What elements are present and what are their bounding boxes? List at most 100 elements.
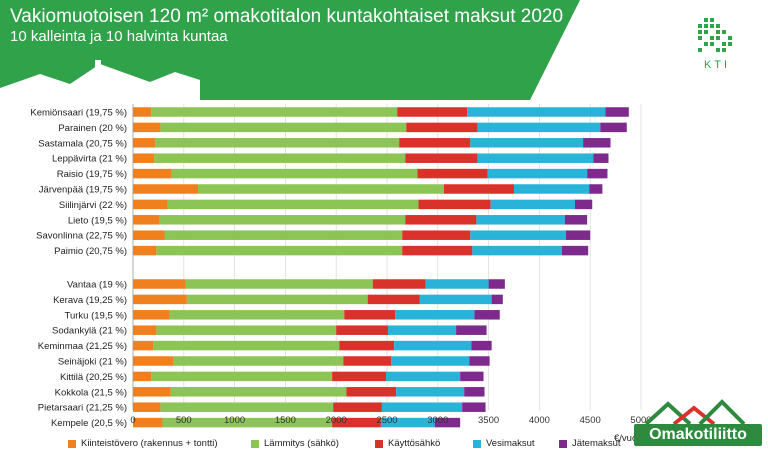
bar-segment-vesimaksut — [381, 402, 463, 412]
bar-segment-käyttösähkö — [418, 199, 491, 210]
bar-segment-vesimaksut — [388, 325, 457, 335]
legend-swatch — [68, 439, 76, 448]
x-tick-label: 1000 — [224, 415, 245, 426]
bar-segment-kiinteistövero — [133, 168, 172, 179]
bar-segment-jätemaksut — [564, 215, 588, 225]
legend-swatch — [375, 439, 383, 448]
bar-segment-lämmitys — [156, 325, 337, 335]
legend-item: Jätemaksut — [559, 438, 621, 449]
bar-segment-lämmitys — [185, 279, 373, 289]
x-tick-label: 0 — [130, 415, 135, 426]
bar-segment-jätemaksut — [460, 371, 484, 382]
bar-segment-jätemaksut — [456, 325, 487, 335]
omakotiliitto-roofs-icon — [644, 399, 746, 426]
bar-segment-kiinteistövero — [133, 325, 157, 335]
bar-segment-lämmitys — [162, 417, 333, 428]
category-label: Raisio (19,75 %) — [57, 169, 127, 180]
bar-segment-vesimaksut — [395, 310, 475, 320]
bar-segment-käyttösähkö — [344, 310, 396, 320]
category-label: Vantaa (19 %) — [67, 280, 127, 291]
category-label: Parainen (20 %) — [58, 123, 127, 134]
bar-segment-vesimaksut — [394, 340, 472, 351]
bar-segments — [133, 107, 629, 428]
bar-segment-lämmitys — [160, 402, 334, 412]
bar-segment-kiinteistövero — [133, 310, 170, 320]
bar-segment-käyttösähkö — [402, 230, 471, 240]
legend-item: Käyttösähkö — [375, 438, 440, 449]
kti-logo: KTI — [698, 18, 732, 71]
bar-segment-kiinteistövero — [133, 107, 152, 117]
bar-segment-vesimaksut — [467, 107, 606, 117]
bar-segment-käyttösähkö — [372, 279, 426, 289]
x-tick-label: 4500 — [580, 415, 601, 426]
bar-segment-kiinteistövero — [133, 184, 199, 194]
header-banner: Vakiomuotoisen 120 m² omakotitalon kunta… — [0, 0, 768, 100]
bar-segment-kiinteistövero — [133, 153, 155, 163]
bar-segment-jätemaksut — [600, 122, 627, 133]
bar-segment-käyttösähkö — [333, 402, 382, 412]
bar-segment-käyttösähkö — [336, 325, 389, 335]
bar-segment-vesimaksut — [470, 230, 566, 240]
bar-segment-käyttösähkö — [332, 371, 386, 382]
bar-segment-kiinteistövero — [133, 417, 163, 428]
bar-segment-vesimaksut — [472, 245, 562, 256]
category-labels: Kemiönsaari (19,75 %) Parainen (20 %) Sast… — [30, 108, 127, 430]
bar-segment-lämmitys — [154, 153, 406, 163]
x-tick-label: 5000 — [630, 415, 651, 426]
category-label: Kempele (20,5 %) — [51, 418, 127, 429]
bar-segment-lämmitys — [171, 168, 418, 179]
bar-segment-vesimaksut — [391, 356, 470, 366]
bar-segment-jätemaksut — [565, 230, 591, 240]
bar-segment-vesimaksut — [396, 387, 465, 397]
bar-segment-käyttösähkö — [332, 417, 381, 428]
category-label: Savonlinna (22,75 %) — [36, 231, 127, 242]
bar-segment-lämmitys — [153, 340, 340, 351]
x-axis-unit: €/vuosi — [614, 433, 645, 444]
legend-item: Lämmitys (sähkö) — [251, 438, 339, 449]
legend-item: Vesimaksut — [473, 438, 535, 449]
bar-segment-käyttösähkö — [405, 153, 478, 163]
bar-segment-kiinteistövero — [133, 402, 161, 412]
bar-segment-kiinteistövero — [133, 230, 165, 240]
bar-segment-kiinteistövero — [133, 245, 157, 256]
category-label: Kerava (19,25 %) — [53, 295, 127, 306]
bar-segment-lämmitys — [169, 310, 345, 320]
bar-segment-jätemaksut — [583, 138, 611, 148]
bar-segment-vesimaksut — [477, 122, 601, 133]
bar-segment-kiinteistövero — [133, 340, 154, 351]
category-label: Kemiönsaari (19,75 %) — [30, 108, 127, 119]
legend-label: Käyttösähkö — [388, 438, 441, 449]
bar-segment-lämmitys — [160, 122, 407, 133]
bar-segment-jätemaksut — [561, 245, 589, 256]
bar-segment-vesimaksut — [514, 184, 590, 194]
x-tick-label: 1500 — [275, 415, 296, 426]
bar-segment-jätemaksut — [488, 279, 505, 289]
category-label: Leppävirta (21 %) — [52, 154, 127, 165]
bar-segment-jätemaksut — [434, 417, 461, 428]
bar-segment-käyttösähkö — [399, 138, 471, 148]
bar-segment-jätemaksut — [474, 310, 500, 320]
category-label: Paimio (20,75 %) — [54, 246, 127, 257]
bar-segment-vesimaksut — [476, 215, 565, 225]
bar-segment-käyttösähkö — [417, 168, 488, 179]
header-background — [0, 0, 580, 100]
bar-segment-kiinteistövero — [133, 371, 152, 382]
legend-label: Kiinteistövero (rakennus + tontti) — [81, 438, 218, 449]
bar-segment-kiinteistövero — [133, 215, 160, 225]
bar-segment-käyttösähkö — [339, 340, 395, 351]
bar-segment-lämmitys — [170, 387, 347, 397]
bar-segment-käyttösähkö — [443, 184, 514, 194]
bar-segment-lämmitys — [159, 215, 406, 225]
page-title: Vakiomuotoisen 120 m² omakotitalon kunta… — [10, 6, 564, 27]
bar-segment-lämmitys — [151, 107, 398, 117]
category-label: Pietarsaari (21,25 %) — [38, 403, 127, 414]
bar-segment-käyttösähkö — [367, 294, 420, 305]
category-label: Kokkola (21,5 %) — [55, 387, 127, 398]
bar-segment-jätemaksut — [587, 168, 608, 179]
bar-segment-kiinteistövero — [133, 294, 187, 305]
bar-segment-jätemaksut — [462, 402, 486, 412]
bar-segment-jätemaksut — [469, 356, 490, 366]
category-label: Sastamala (20,75 %) — [38, 138, 127, 149]
category-label: Turku (19,5 %) — [65, 310, 127, 321]
bar-segment-vesimaksut — [380, 417, 435, 428]
